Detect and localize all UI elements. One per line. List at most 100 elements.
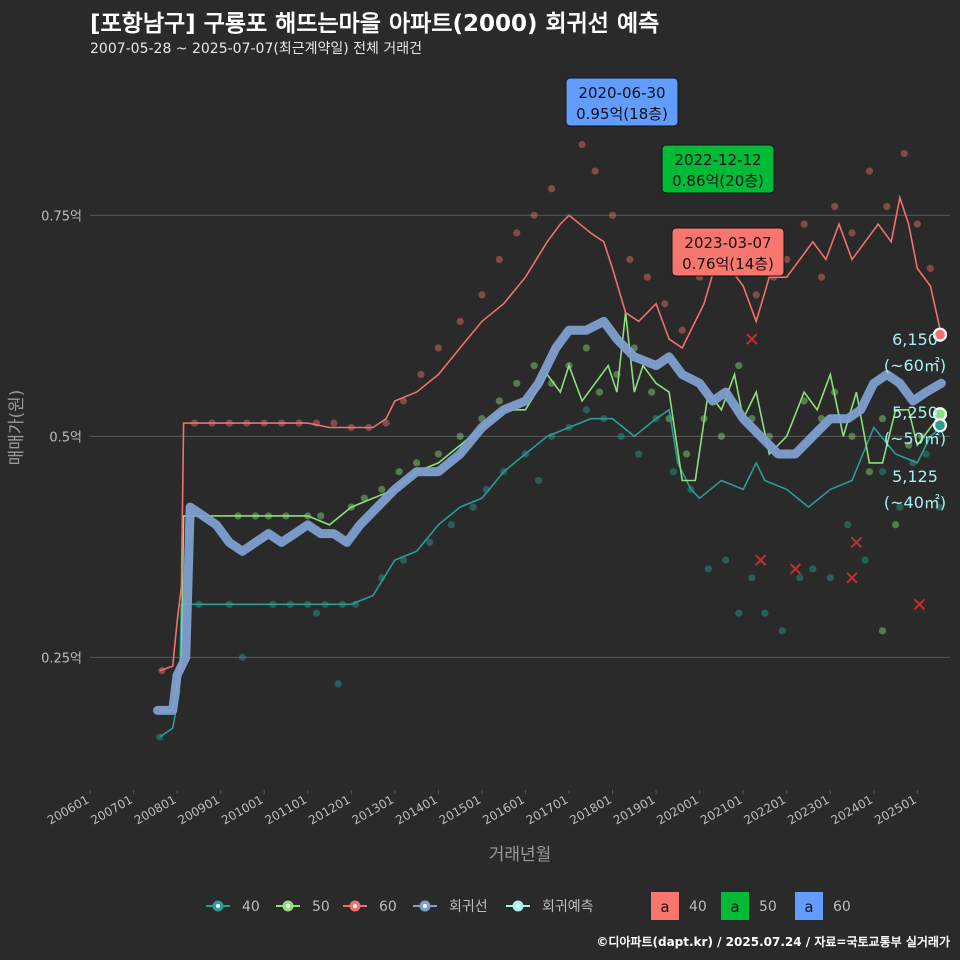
x-tick-label: 202201 [742, 792, 789, 827]
end-value-label: 6,150 [892, 330, 938, 349]
x-tick-label: 200701 [88, 792, 135, 827]
legend-box-label: 50 [759, 899, 777, 915]
point-50 [891, 521, 900, 529]
point-40 [399, 556, 408, 564]
legend-box-glyph: a [660, 898, 669, 916]
point-50 [582, 344, 591, 352]
point-60 [626, 255, 634, 264]
point-40 [669, 468, 678, 476]
end-area-label: (~60㎡) [884, 356, 946, 375]
point-40 [796, 574, 804, 582]
point-60 [513, 229, 521, 237]
cross-marker [746, 333, 758, 345]
point-40 [935, 503, 943, 511]
point-40 [238, 653, 247, 661]
point-50 [434, 450, 442, 458]
legend-box [721, 892, 749, 920]
series-line-40 [159, 408, 942, 738]
x-tick-label: 200601 [45, 792, 92, 827]
y-axis-title: 매매가(원) [7, 390, 27, 466]
point-60 [831, 202, 839, 211]
point-50 [456, 432, 464, 440]
point-50 [530, 362, 538, 370]
chart-title: [포항남구] 구룡포 해뜨는마을 아파트(2000) 회귀선 예측 [90, 11, 660, 37]
point-60 [417, 370, 425, 379]
point-40 [312, 609, 321, 617]
point-40 [826, 574, 834, 582]
point-60 [399, 397, 408, 405]
point-50 [360, 494, 368, 502]
point-50 [495, 397, 503, 405]
x-tick-label: 201601 [480, 792, 527, 827]
point-40 [844, 521, 852, 529]
point-60 [456, 317, 464, 326]
point-40 [617, 432, 625, 440]
point-40 [334, 680, 342, 688]
legend-label: 60 [379, 899, 397, 915]
point-60 [578, 140, 586, 149]
point-60 [547, 185, 556, 193]
x-tick-label: 201801 [567, 792, 614, 827]
point-50 [595, 388, 604, 396]
end-value-label: 5,125 [892, 467, 938, 486]
series-line-60 [159, 194, 943, 672]
x-tick-label: 202001 [654, 792, 701, 827]
point-60 [883, 202, 891, 211]
legend-box-glyph: a [804, 898, 813, 916]
x-tick-label: 201901 [611, 792, 658, 827]
legend-box [795, 892, 823, 920]
legend-marker-dot [423, 904, 427, 908]
prediction-point [932, 418, 948, 433]
x-tick-label: 201401 [393, 792, 440, 827]
point-40 [735, 609, 743, 617]
x-tick-label: 201201 [306, 792, 353, 827]
legend-label: 50 [312, 899, 330, 915]
point-60 [643, 273, 651, 281]
point-40 [582, 406, 591, 414]
legend-box-glyph: a [730, 898, 739, 916]
point-50 [905, 441, 913, 449]
point-50 [878, 415, 887, 423]
point-60 [478, 291, 486, 299]
point-60 [865, 167, 874, 175]
callout-box [671, 227, 785, 277]
point-60 [434, 344, 442, 352]
point-60 [678, 326, 686, 334]
point-50 [848, 432, 856, 440]
point-40 [922, 450, 930, 458]
point-40 [447, 521, 456, 529]
chart-subtitle: 2007-05-28 ~ 2025-07-07(최근계약일) 전체 거래건 [90, 41, 422, 57]
point-40 [748, 574, 756, 582]
callout-box [661, 144, 775, 194]
point-40 [809, 565, 817, 573]
point-40 [426, 538, 434, 547]
series-line-50 [159, 312, 942, 712]
point-60 [382, 419, 390, 427]
point-40 [861, 556, 869, 564]
x-tick-label: 200901 [175, 792, 222, 827]
legend-marker-dot [216, 904, 220, 908]
point-60 [661, 300, 669, 308]
point-60 [495, 255, 503, 264]
callout-date: 2020-06-30 [578, 84, 665, 102]
legend-label: 회귀선 [449, 899, 488, 915]
cross-marker [846, 572, 858, 584]
point-60 [330, 419, 338, 427]
legend-box [651, 892, 679, 920]
y-tick-label: 0.75억 [41, 209, 82, 224]
point-60 [926, 264, 935, 272]
legend-label: 회귀예측 [542, 899, 594, 915]
credit-line: ©디아파트(dapt.kr) / 2025.07.24 / 자료=국토교통부 실… [596, 935, 950, 949]
point-60 [913, 220, 921, 228]
callout-value: 0.95억(18층) [576, 105, 668, 123]
point-40 [534, 476, 543, 485]
x-tick-label: 202301 [785, 792, 832, 827]
regression-line [153, 316, 946, 715]
point-40 [761, 609, 769, 617]
point-50 [648, 388, 656, 396]
point-40 [896, 503, 904, 511]
point-50 [395, 468, 403, 476]
x-tick-label: 201301 [350, 792, 397, 827]
point-50 [378, 485, 386, 493]
